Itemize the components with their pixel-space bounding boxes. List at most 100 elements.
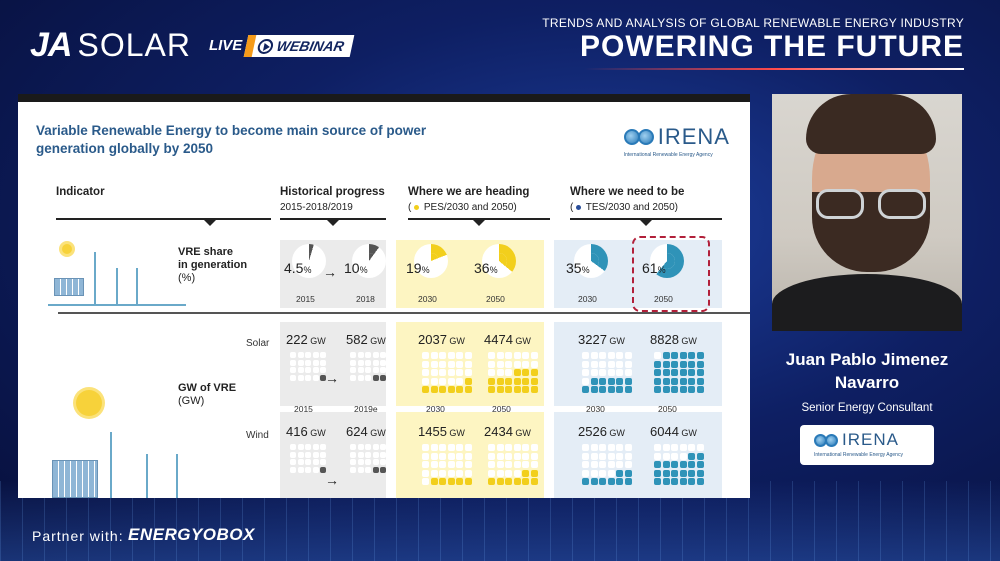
- capacity-dot: [522, 377, 529, 385]
- capacity-dot: [380, 352, 386, 358]
- capacity-dot: [530, 452, 538, 460]
- ground-line: [48, 304, 186, 306]
- capacity-dot: [320, 374, 326, 381]
- capacity-dot: [350, 444, 356, 450]
- capacity-dot: [671, 469, 678, 477]
- capacity-dot: [350, 367, 356, 373]
- capacity-dot: [439, 444, 446, 451]
- capacity-dot: [372, 374, 379, 381]
- event-title: POWERING THE FUTURE: [580, 30, 964, 63]
- capacity-dot: [662, 377, 670, 385]
- capacity-dot: [456, 444, 463, 451]
- wind-turbine-icon: [146, 454, 148, 498]
- solar-year: 2030: [586, 404, 605, 414]
- capacity-dot: [496, 478, 504, 485]
- capacity-dot: [624, 469, 632, 477]
- capacity-dot: [616, 444, 623, 451]
- share-value: 10%: [344, 260, 368, 276]
- capacity-dot: [513, 461, 521, 468]
- capacity-dot: [297, 459, 304, 465]
- share-donut: [352, 244, 386, 278]
- ja-solar-logo: JA SOLAR LIVE WEBINAR: [30, 26, 355, 65]
- capacity-dot: [654, 352, 661, 359]
- capacity-dot: [439, 469, 446, 477]
- capacity-dot: [447, 369, 455, 376]
- capacity-dot: [312, 466, 319, 473]
- capacity-dot: [662, 352, 670, 359]
- header-rule: [408, 218, 550, 220]
- capacity-dot: [456, 469, 463, 477]
- capacity-dot: [496, 377, 504, 385]
- capacity-dot: [320, 367, 326, 373]
- sun-icon: [62, 244, 72, 254]
- capacity-dot: [679, 444, 687, 451]
- capacity-dot: [530, 478, 538, 485]
- capacity-dot: [320, 451, 326, 458]
- wind-turbine-icon: [110, 432, 112, 498]
- col-need-sub-wrap: ( TES/2030 and 2050): [570, 202, 679, 213]
- presentation-slide: Variable Renewable Energy to become main…: [18, 94, 750, 498]
- capacity-dot: [488, 444, 495, 451]
- capacity-dot: [365, 367, 371, 373]
- col-historical-sub: 2015-2018/2019: [280, 202, 353, 213]
- capacity-dot: [305, 359, 311, 366]
- capacity-dot: [365, 444, 371, 450]
- capacity-dot: [365, 359, 371, 366]
- capacity-dot: [447, 461, 455, 468]
- capacity-dot: [496, 352, 504, 359]
- capacity-dot: [662, 360, 670, 368]
- capacity-dot: [624, 369, 632, 376]
- wind-gw-value: 624 GW: [346, 424, 386, 439]
- capacity-dot: [607, 369, 615, 376]
- capacity-dot: [422, 469, 429, 477]
- wind-gw-value: 2526 GW: [578, 424, 625, 439]
- capacity-dot: [290, 451, 296, 458]
- capacity-dot: [654, 469, 661, 477]
- wind-turbine-icon: [116, 268, 118, 304]
- capacity-dot: [357, 451, 364, 458]
- capacity-dot: [590, 377, 598, 385]
- capacity-dot: [430, 444, 438, 451]
- capacity-dot: [439, 352, 446, 359]
- capacity-dot: [380, 367, 386, 373]
- capacity-dot: [456, 352, 463, 359]
- share-year: 2018: [356, 294, 375, 304]
- webinar-badge: WEBINAR: [243, 34, 355, 57]
- capacity-dot: [430, 369, 438, 376]
- wind-capacity-dots: [582, 444, 632, 485]
- glasses-icon: [878, 189, 926, 219]
- capacity-dot: [422, 352, 429, 359]
- speaker-video: [772, 94, 962, 331]
- capacity-dot: [688, 369, 695, 376]
- capacity-dot: [599, 469, 606, 477]
- capacity-dot: [654, 360, 661, 368]
- capacity-dot: [582, 478, 589, 485]
- capacity-dot: [688, 469, 695, 477]
- capacity-dot: [505, 444, 512, 451]
- capacity-dot: [464, 452, 472, 460]
- event-subtitle: TRENDS AND ANALYSIS OF GLOBAL RENEWABLE …: [542, 16, 964, 30]
- capacity-dot: [488, 377, 495, 385]
- capacity-dot: [350, 352, 356, 358]
- capacity-dot: [422, 377, 429, 385]
- capacity-dot: [456, 369, 463, 376]
- solar-year: 2030: [426, 404, 445, 414]
- share-donut: [292, 244, 326, 278]
- capacity-dot: [380, 466, 386, 473]
- capacity-dot: [430, 352, 438, 359]
- capacity-dot: [430, 452, 438, 460]
- capacity-dot: [464, 352, 472, 359]
- header-pointer: [204, 220, 216, 226]
- header-pointer: [473, 220, 485, 226]
- capacity-dot: [662, 469, 670, 477]
- solar-gw-value: 2037 GW: [418, 332, 465, 347]
- capacity-dot: [688, 352, 695, 359]
- wind-turbine-icon: [136, 268, 138, 304]
- speaker-name: Juan Pablo Jimenez Navarro: [785, 350, 949, 392]
- capacity-dot: [616, 452, 623, 460]
- capacity-dot: [616, 461, 623, 468]
- capacity-dot: [380, 459, 386, 465]
- capacity-dot: [357, 367, 364, 373]
- solar-panel-icon: [54, 278, 84, 296]
- capacity-dot: [430, 386, 438, 393]
